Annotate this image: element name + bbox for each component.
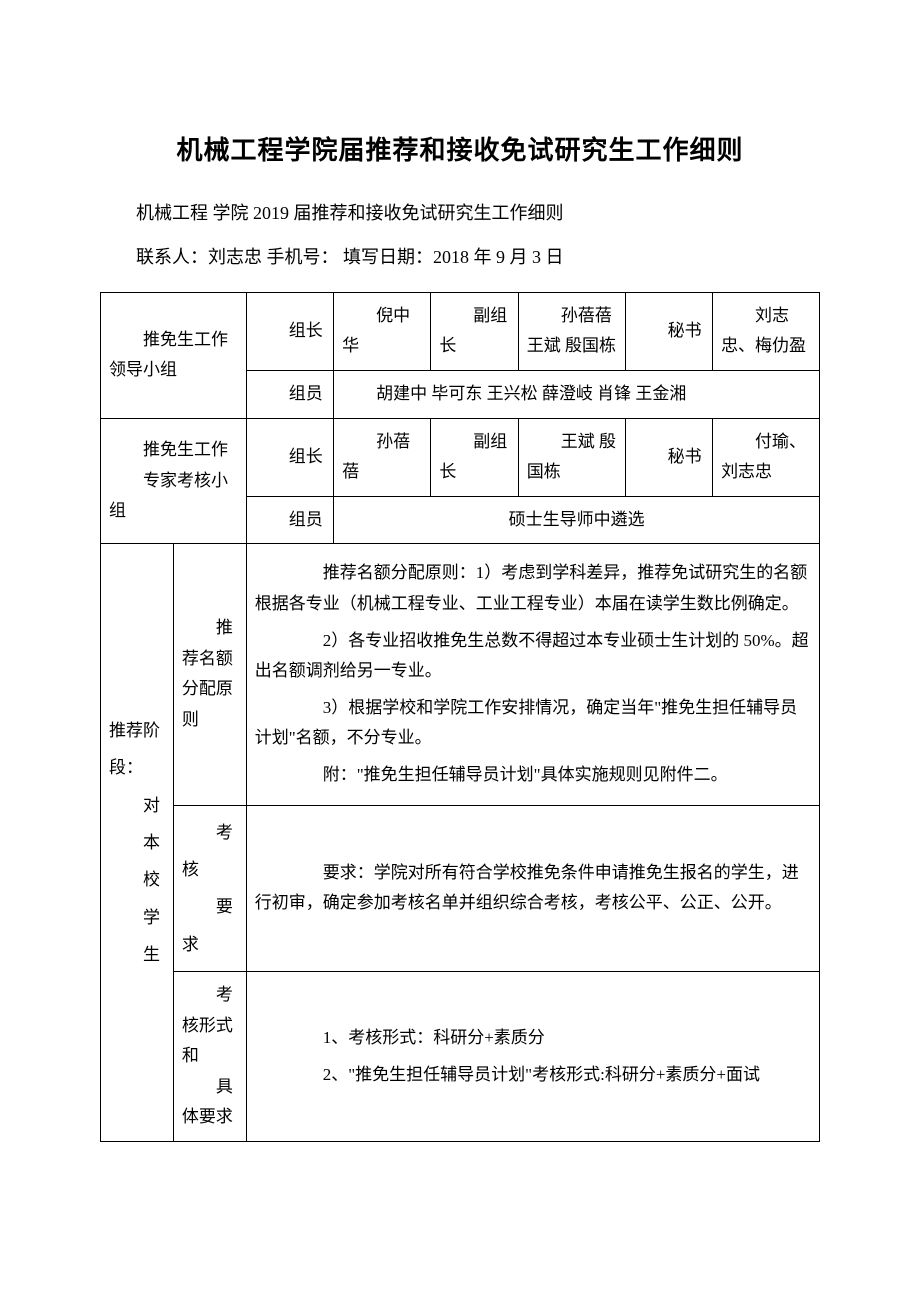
stage-sec1-row: 推荐阶段： 对 本 校 学 生 推荐名额分配原则 推荐名额分配原则：1）考虑到学… — [101, 544, 820, 805]
document-title: 机械工程学院届推荐和接收免试研究生工作细则 — [100, 130, 820, 167]
group1-row1: 推免生工作领导小组 组长 倪中华 副组长 孙蓓蓓 王斌 殷国栋 秘书 刘志忠、梅… — [101, 292, 820, 370]
group1-members-names: 胡建中 毕可东 王兴松 薛澄岐 肖锋 王金湘 — [334, 370, 820, 418]
group2-vice-names: 王斌 殷国栋 — [518, 418, 625, 496]
sec3-p2: 2、"推免生担任辅导员计划"考核形式:科研分+素质分+面试 — [255, 1060, 811, 1091]
group2-members-names: 硕士生导师中遴选 — [334, 496, 820, 544]
sec1-p1: 推荐名额分配原则：1）考虑到学科差异，推荐免试研究生的名额根据各专业（机械工程专… — [255, 558, 811, 619]
group2-label: 推免生工作 专家考核小组 — [101, 418, 247, 544]
sec1-content: 推荐名额分配原则：1）考虑到学科差异，推荐免试研究生的名额根据各专业（机械工程专… — [246, 544, 819, 805]
group1-secretary-label: 秘书 — [625, 292, 712, 370]
group2-leader-name: 孙蓓蓓 — [334, 418, 431, 496]
sec2-label: 考核 要求 — [173, 805, 246, 972]
subtitle-line-1: 机械工程 学院 2019 届推荐和接收免试研究生工作细则 — [100, 197, 820, 229]
group2-vice-label: 副组长 — [431, 418, 518, 496]
group2-members-label: 组员 — [246, 496, 333, 544]
group2-row1: 推免生工作 专家考核小组 组长 孙蓓蓓 副组长 王斌 殷国栋 秘书 付瑜、刘志忠 — [101, 418, 820, 496]
group1-members-label: 组员 — [246, 370, 333, 418]
stage-label: 推荐阶段： 对 本 校 学 生 — [101, 544, 174, 1142]
stage-sec3-row: 考核形式和 具体要求 1、考核形式：科研分+素质分 2、"推免生担任辅导员计划"… — [101, 972, 820, 1142]
group1-vice-label: 副组长 — [431, 292, 518, 370]
sec2-p1: 要求：学院对所有符合学校推免条件申请推免生报名的学生，进行初审，确定参加考核名单… — [255, 858, 811, 919]
group1-label: 推免生工作领导小组 — [101, 292, 247, 418]
sec1-p3: 3）根据学校和学院工作安排情况，确定当年"推免生担任辅导员计划"名额，不分专业。 — [255, 693, 811, 754]
group2-secretary-names: 付瑜、刘志忠 — [713, 418, 820, 496]
sec3-content: 1、考核形式：科研分+素质分 2、"推免生担任辅导员计划"考核形式:科研分+素质… — [246, 972, 819, 1142]
sec1-p4: 附："推免生担任辅导员计划"具体实施规则见附件二。 — [255, 760, 811, 791]
subtitle-line-2: 联系人：刘志忠 手机号： 填写日期：2018 年 9 月 3 日 — [100, 241, 820, 273]
group2-secretary-label: 秘书 — [625, 418, 712, 496]
group1-leader-label: 组长 — [246, 292, 333, 370]
sec1-label: 推荐名额分配原则 — [173, 544, 246, 805]
sec2-content: 要求：学院对所有符合学校推免条件申请推免生报名的学生，进行初审，确定参加考核名单… — [246, 805, 819, 972]
group1-vice-names: 孙蓓蓓 王斌 殷国栋 — [518, 292, 625, 370]
stage-sec2-row: 考核 要求 要求：学院对所有符合学校推免条件申请推免生报名的学生，进行初审，确定… — [101, 805, 820, 972]
group1-leader-name: 倪中华 — [334, 292, 431, 370]
main-table: 推免生工作领导小组 组长 倪中华 副组长 孙蓓蓓 王斌 殷国栋 秘书 刘志忠、梅… — [100, 292, 820, 1142]
group2-leader-label: 组长 — [246, 418, 333, 496]
sec3-p1: 1、考核形式：科研分+素质分 — [255, 1023, 811, 1054]
sec1-p2: 2）各专业招收推免生总数不得超过本专业硕士生计划的 50%。超出名额调剂给另一专… — [255, 626, 811, 687]
sec3-label: 考核形式和 具体要求 — [173, 972, 246, 1142]
group1-secretary-names: 刘志忠、梅仂盈 — [713, 292, 820, 370]
